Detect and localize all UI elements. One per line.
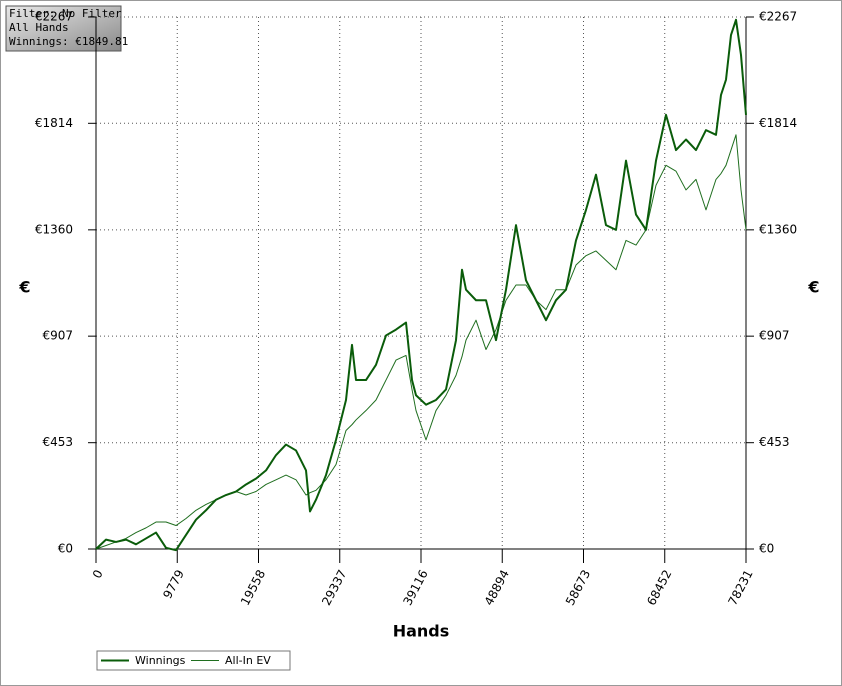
y-axis-title: € bbox=[18, 278, 30, 297]
y2-axis-title: € bbox=[807, 278, 819, 297]
series-line bbox=[95, 18, 747, 552]
y2-tick-label: €1814 bbox=[759, 116, 797, 130]
y2-tick-label: €1360 bbox=[759, 222, 797, 236]
y-tick-label: €453 bbox=[42, 435, 73, 449]
info-text: All Hands bbox=[9, 21, 69, 34]
legend-label: Winnings bbox=[135, 654, 186, 667]
y2-tick-label: €2267 bbox=[759, 10, 797, 24]
y2-tick-label: €453 bbox=[759, 435, 790, 449]
y-tick-label: €907 bbox=[42, 329, 73, 343]
y-tick-label: €1360 bbox=[35, 222, 73, 236]
y2-tick-label: €0 bbox=[759, 542, 774, 556]
y-tick-label: €1814 bbox=[35, 116, 73, 130]
y-tick-label: €0 bbox=[58, 542, 73, 556]
y2-tick-label: €907 bbox=[759, 329, 790, 343]
legend-label: All-In EV bbox=[225, 654, 271, 667]
y-tick-label: €2267 bbox=[35, 10, 73, 24]
x-axis-title: Hands bbox=[393, 622, 450, 641]
info-text: Winnings: €1849.81 bbox=[9, 35, 128, 48]
info-box bbox=[5, 5, 122, 52]
